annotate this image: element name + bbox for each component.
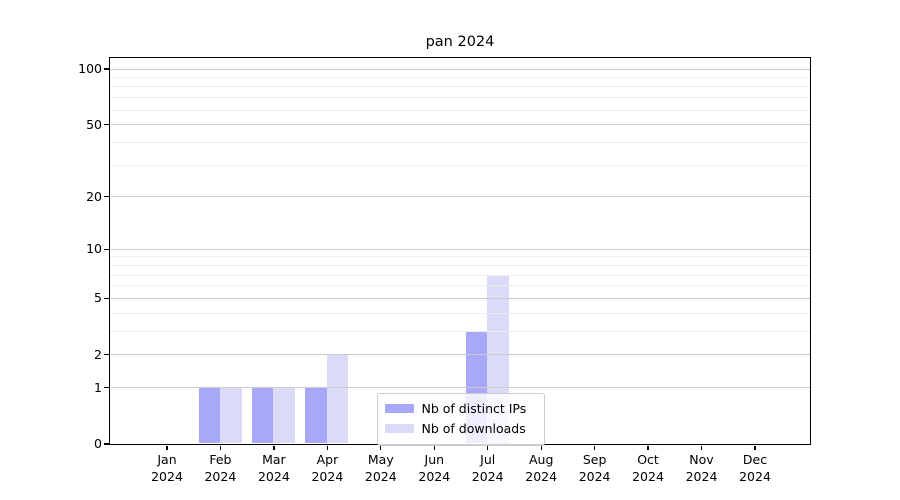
gridline-90 xyxy=(109,77,810,78)
gridline-20 xyxy=(109,196,810,198)
y-tick-mark xyxy=(103,354,110,356)
y-tick-label-10: 10 xyxy=(86,241,102,257)
bar-downloads-feb xyxy=(220,387,242,444)
gridline-70 xyxy=(109,97,810,99)
gridline-50 xyxy=(109,124,810,125)
x-tick-label-mar: Mar 2024 xyxy=(257,452,290,484)
y-tick-label-1: 1 xyxy=(94,379,102,395)
bar-distinct-ips-feb xyxy=(198,387,220,444)
gridline-4 xyxy=(109,312,810,314)
x-tick-mark xyxy=(380,445,382,450)
gridline-100 xyxy=(109,68,810,70)
y-tick-mark xyxy=(103,248,110,250)
y-tick-label-0: 0 xyxy=(94,436,102,451)
y-tick-label-20: 20 xyxy=(86,188,102,204)
x-tick-label-jun: Jun 2024 xyxy=(418,452,451,484)
legend-label: Nb of downloads xyxy=(421,421,526,436)
legend-entry: Nb of downloads xyxy=(384,419,537,439)
x-tick-mark xyxy=(433,445,435,450)
legend-label: Nb of distinct IPs xyxy=(421,401,527,416)
gridline-7 xyxy=(109,274,810,276)
y-tick-mark xyxy=(103,123,110,126)
y-tick-label-100: 100 xyxy=(78,61,102,76)
x-tick-label-may: May 2024 xyxy=(364,452,397,484)
bar-distinct-ips-apr xyxy=(305,387,327,444)
x-tick-mark xyxy=(166,445,168,450)
plot-area: Nb of distinct IPs Nb of downloads xyxy=(108,56,811,446)
gridline-60 xyxy=(109,109,810,111)
legend-entry: Nb of distinct IPs xyxy=(384,399,537,419)
gridline-80 xyxy=(109,86,810,88)
x-tick-label-jan: Jan 2024 xyxy=(151,452,183,484)
gridlines-layer xyxy=(109,58,810,444)
x-tick-label-nov: Nov 2024 xyxy=(685,452,718,484)
y-tick-mark xyxy=(103,195,110,198)
x-tick-mark xyxy=(593,445,596,450)
x-tick-mark xyxy=(326,445,329,450)
x-tick-mark xyxy=(754,445,756,450)
x-tick-label-apr: Apr 2024 xyxy=(311,452,344,484)
legend-swatch-icon xyxy=(384,423,414,434)
y-tick-label-2: 2 xyxy=(94,346,102,362)
x-tick-mark xyxy=(647,445,649,450)
x-tick-label-jul: Jul 2024 xyxy=(471,452,504,484)
gridline-30 xyxy=(109,164,810,166)
x-tick-label-sep: Sep 2024 xyxy=(578,452,611,484)
y-tick-label-50: 50 xyxy=(86,116,102,132)
legend: Nb of distinct IPs Nb of downloads xyxy=(376,392,545,446)
gridline-1 xyxy=(109,387,810,389)
x-tick-mark xyxy=(540,445,542,450)
x-tick-label-aug: Aug 2024 xyxy=(525,452,558,484)
x-tick-mark xyxy=(273,445,275,450)
bar-downloads-apr xyxy=(326,354,349,444)
x-tick-label-dec: Dec 2024 xyxy=(739,452,771,484)
gridline-9 xyxy=(109,256,810,258)
y-tick-mark xyxy=(103,387,110,389)
y-tick-mark xyxy=(103,443,110,445)
x-tick-label-oct: Oct 2024 xyxy=(632,452,664,484)
gridline-5 xyxy=(109,297,810,299)
chart-title: pan 2024 xyxy=(425,34,495,50)
bar-downloads-mar xyxy=(273,387,295,444)
gridline-2 xyxy=(109,354,810,356)
y-tick-label-5: 5 xyxy=(94,290,102,306)
gridline-10 xyxy=(109,248,810,250)
gridline-40 xyxy=(109,141,810,143)
x-tick-mark xyxy=(700,445,703,450)
legend-swatch-icon xyxy=(384,403,414,414)
gridline-3 xyxy=(109,330,810,332)
gridline-6 xyxy=(109,285,810,287)
y-tick-mark xyxy=(103,297,110,300)
x-tick-mark xyxy=(219,445,222,450)
gridline-8 xyxy=(109,265,810,266)
y-tick-mark xyxy=(103,68,110,70)
bar-distinct-ips-mar xyxy=(251,387,274,444)
x-tick-label-feb: Feb 2024 xyxy=(204,452,237,484)
x-tick-mark xyxy=(487,445,489,450)
